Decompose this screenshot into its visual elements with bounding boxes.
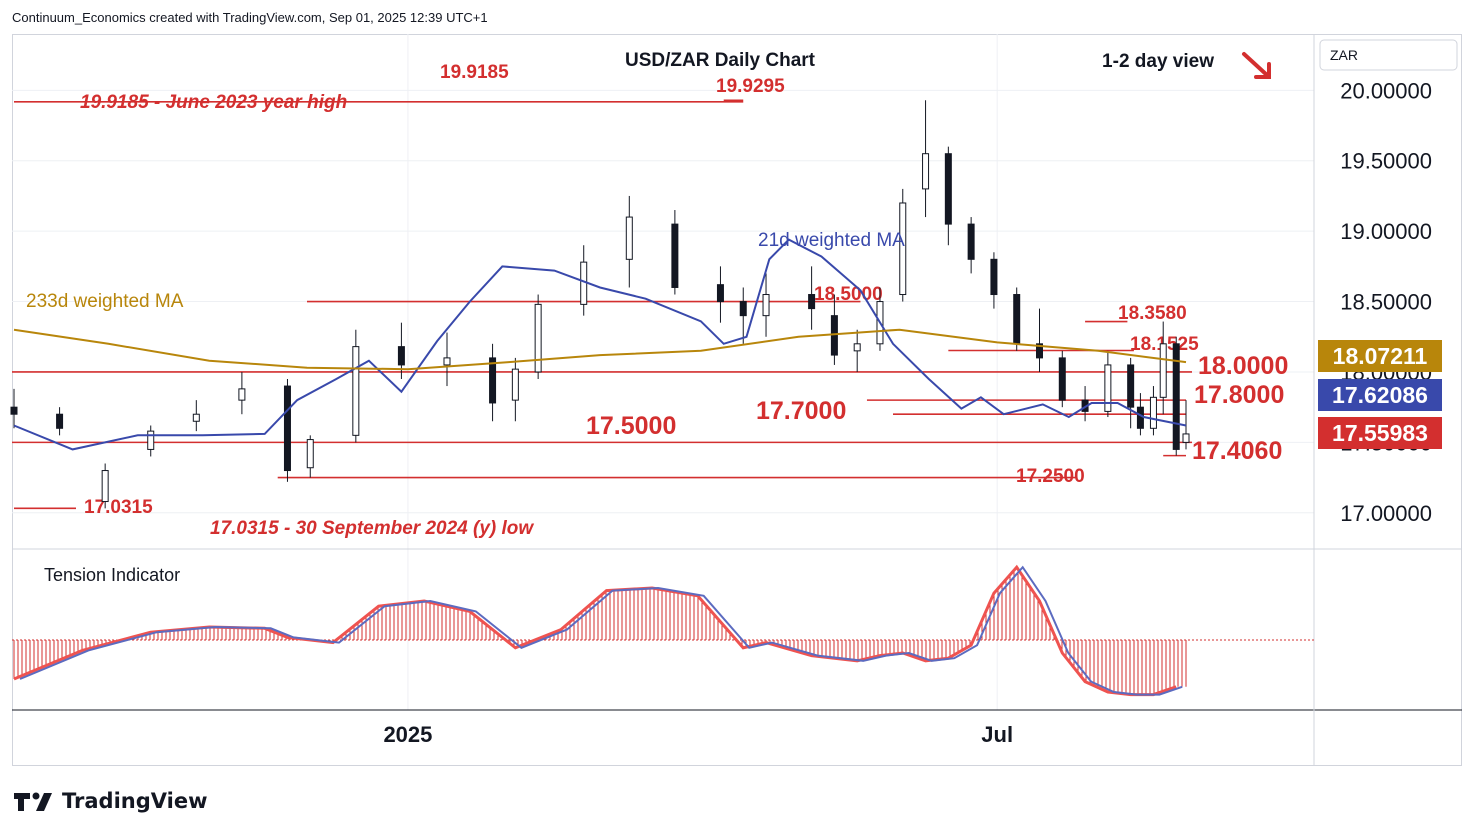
- level-label: 17.8000: [1194, 381, 1284, 409]
- candle-body: [899, 202, 907, 296]
- tradingview-brand[interactable]: TradingView: [14, 789, 207, 813]
- ma-233d-label: 233d weighted MA: [26, 291, 184, 312]
- level-label: 17.5000: [586, 412, 676, 440]
- candle-body: [671, 223, 679, 288]
- level-label: 19.9295: [716, 76, 785, 97]
- candle-body: [1127, 364, 1135, 408]
- annotation-year-low: 17.0315 - 30 September 2024 (y) low: [210, 518, 534, 539]
- level-label: 18.0000: [1198, 352, 1288, 380]
- price-tick-label: 20.00000: [1340, 78, 1432, 103]
- candle-body: [534, 303, 542, 373]
- candle-body: [625, 216, 633, 260]
- candle-body: [1182, 433, 1190, 443]
- level-label: 17.0315: [84, 497, 153, 518]
- candle-body: [1172, 343, 1180, 450]
- price-tick-label: 19.50000: [1340, 149, 1432, 174]
- view-label: 1-2 day view: [1102, 51, 1214, 72]
- candle-body: [762, 294, 770, 317]
- candle-body: [1013, 294, 1021, 345]
- level-label: 18.5000: [814, 284, 883, 305]
- candle-body: [922, 153, 930, 190]
- brand-name: TradingView: [62, 789, 208, 813]
- chart-credit: Continuum_Economics created with Trading…: [12, 10, 488, 25]
- candle-body: [808, 294, 816, 310]
- candle-body: [853, 343, 861, 352]
- candle-body: [511, 368, 519, 401]
- ma-21d-label: 21d weighted MA: [758, 230, 905, 251]
- candle-body: [967, 223, 975, 260]
- price-badge: [1318, 340, 1442, 372]
- price-badge-label: 18.07211: [1333, 343, 1428, 369]
- currency-label: ZAR: [1330, 47, 1358, 63]
- price-axis: 17.0000017.5000018.0000018.5000019.00000…: [383, 39, 1458, 747]
- chart-frame: [12, 34, 1462, 766]
- candle-body: [716, 284, 724, 303]
- candle-body: [489, 357, 497, 404]
- tension-signal-line: [19, 565, 1183, 696]
- candle-body: [397, 346, 405, 366]
- level-label: 17.2500: [1016, 466, 1085, 487]
- price-tick-label: 19.00000: [1340, 219, 1432, 244]
- candle-body: [990, 258, 998, 296]
- candle-body: [1136, 406, 1144, 429]
- level-label: 18.3580: [1118, 303, 1187, 324]
- candle-body: [238, 388, 246, 401]
- candle-body: [443, 357, 451, 366]
- candlestick-series: [10, 100, 1190, 509]
- candle-body: [739, 301, 747, 317]
- candle-body: [1036, 343, 1043, 359]
- candle-body: [1104, 364, 1112, 412]
- chart-title: USD/ZAR Daily Chart: [625, 50, 816, 71]
- time-tick-label: Jul: [981, 722, 1013, 747]
- level-label: 17.7000: [756, 397, 846, 425]
- candle-body: [192, 413, 200, 422]
- candle-body: [283, 385, 291, 472]
- candle-body: [1149, 396, 1157, 429]
- time-tick-label: 2025: [383, 722, 432, 747]
- candle-body: [944, 153, 952, 225]
- candle-body: [306, 439, 314, 469]
- price-badge: [1318, 379, 1442, 411]
- ma-233d-line: [13, 328, 1187, 371]
- candle-body: [56, 413, 64, 429]
- price-tick-label: 18.50000: [1340, 290, 1432, 315]
- tension-indicator-panel: Tension Indicator: [12, 564, 1314, 697]
- ma-21d-line: [13, 238, 1187, 451]
- chart-labels: 19.9185 - June 2023 year high 17.0315 - 3…: [26, 50, 1271, 539]
- candle-body: [1058, 357, 1066, 401]
- candle-body: [147, 430, 155, 450]
- tradingview-logo-icon: [14, 792, 52, 811]
- candle-body: [101, 470, 109, 503]
- price-badge: [1318, 417, 1442, 449]
- annotation-year-high: 19.9185 - June 2023 year high: [80, 92, 347, 113]
- price-badge-label: 17.55983: [1332, 420, 1428, 446]
- level-label: 19.9185: [440, 62, 509, 83]
- tension-title: Tension Indicator: [44, 565, 180, 585]
- candle-body: [10, 406, 18, 415]
- support-resistance-levels: 19.918519.929518.500018.358018.152518.00…: [12, 62, 1288, 518]
- candle-body: [1159, 343, 1167, 398]
- candle-body: [352, 346, 360, 436]
- currency-box: [1319, 39, 1458, 71]
- price-badge-label: 17.62086: [1332, 382, 1428, 408]
- level-label: 17.4060: [1192, 437, 1282, 465]
- price-tick-label: 17.00000: [1340, 501, 1432, 526]
- moving-average-lines: [13, 238, 1187, 451]
- down-arrow-icon: [1242, 52, 1271, 79]
